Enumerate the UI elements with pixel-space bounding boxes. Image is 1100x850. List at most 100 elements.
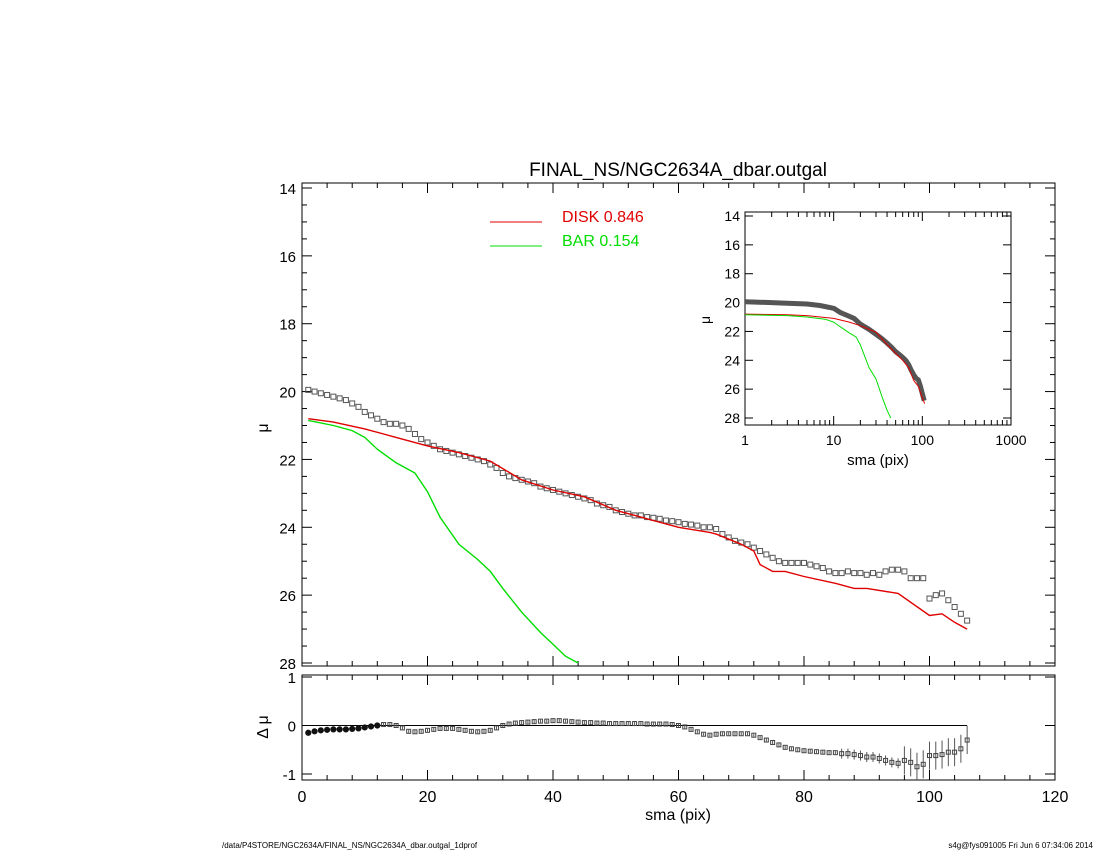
main-data-point [757,548,764,555]
main-data-point [901,568,908,575]
main-y-tick-label: 28 [279,656,296,673]
residual-data-point [945,749,951,755]
residual-data-point [450,725,456,731]
main-data-point [355,403,362,410]
main-data-point [330,393,337,400]
residual-data-point [632,721,638,727]
residual-x-tick-label: 120 [1042,789,1069,806]
inset-y-axis-label: μ [697,316,713,324]
main-data-point [750,544,757,551]
main-series-bar-line [308,419,579,664]
residual-data-point [588,720,594,726]
main-y-tick-label: 26 [279,588,296,605]
main-data-point [449,449,456,456]
residual-data-point [657,721,663,727]
footer-timestamp: s4g@fys091005 Fri Jun 6 07:34:06 2014 [948,841,1093,850]
inset-plot-frame [744,211,1012,426]
main-data-point [775,558,782,565]
residual-series [305,718,970,781]
inset-x-tick-label: 100 [911,432,935,448]
main-data-point [305,386,312,393]
main-y-axis-label: μ [255,423,272,432]
main-data-point [801,559,807,566]
main-data-point [788,559,795,566]
main-data-point [462,453,469,460]
main-data-point [844,568,851,575]
residual-data-point [788,746,794,752]
main-data-point [769,554,776,561]
main-data-point [826,568,833,575]
residual-data-point [619,721,625,727]
main-data-point [681,520,688,527]
residual-data-point [757,735,763,741]
main-data-point [819,565,826,571]
residual-data-point [745,731,751,737]
main-data-point [888,566,895,573]
main-data-point [311,388,318,395]
residual-y-tick-label: 1 [288,670,296,687]
main-data-point [832,570,839,577]
residual-data-point [475,729,481,735]
residual-plot-panel: Δ μ sma (pix) 10-1 0 20 40 60 80 100 120 [255,670,1068,824]
residual-data-point [418,728,424,734]
residual-data-point [625,721,631,727]
residual-data-point [462,727,468,733]
main-data-point [506,473,513,480]
residual-data-point [330,726,337,733]
inset-plot-panel: μ sma (pix) 14 16 18 20 22 24 26 28 1 10 100 1000 [697,208,1027,469]
residual-data-point [782,744,788,750]
residual-data-point [801,748,807,754]
inset-x-ticks: 1 10 100 1000 [741,212,1027,448]
residual-data-point [864,754,870,760]
inset-y-tick-label: 26 [724,381,740,397]
inset-y-tick-label: 14 [724,208,740,224]
main-y-ticks: 14 16 18 20 22 24 26 28 [279,181,1055,673]
residual-data-point [883,757,889,763]
residual-data-point [425,727,430,733]
main-x-ticks [301,183,1056,666]
residual-data-point [638,721,644,727]
residual-data-point [563,718,569,724]
residual-data-point [763,737,769,743]
main-data-point [782,559,789,566]
residual-data-point [581,720,587,726]
main-data-point [455,451,462,458]
residual-data-point [336,726,343,733]
residual-y-tick-label: 0 [288,719,296,736]
residual-data-point [406,728,412,734]
residual-x-tick-label: 0 [298,789,307,806]
residual-data-point [412,729,418,735]
main-data-point [480,458,487,465]
residual-data-point [311,728,318,735]
inset-y-tick-label: 18 [724,266,740,282]
main-data-point [411,430,418,437]
residual-data-point [694,729,700,735]
main-series [305,386,971,664]
inset-y-tick-label: 24 [724,352,740,368]
main-data-point [424,439,431,446]
main-data-point [763,551,770,558]
residual-x-axis-label: sma (pix) [645,807,711,824]
inset-x-tick-label: 1000 [995,432,1026,448]
residual-data-point [776,742,782,748]
main-data-point [637,512,644,519]
main-data-point [945,597,952,604]
main-data-point [361,408,368,415]
residual-data-point [726,731,732,737]
residual-x-tick-label: 40 [544,789,562,806]
inset-series-data-line [744,299,927,402]
main-data-point [575,493,582,500]
residual-data-point [958,746,964,752]
main-data-point [518,476,525,483]
residual-data-point [901,757,907,763]
main-data-point [662,517,669,524]
main-data-point [857,570,864,577]
residual-data-point [342,726,350,733]
residual-data-point [676,723,681,728]
residual-data-point [795,747,801,753]
main-series-disk-line [308,418,968,630]
main-data-point [656,515,663,522]
main-data-point [957,610,964,617]
main-data-point [368,412,375,419]
main-data-point [393,420,400,427]
